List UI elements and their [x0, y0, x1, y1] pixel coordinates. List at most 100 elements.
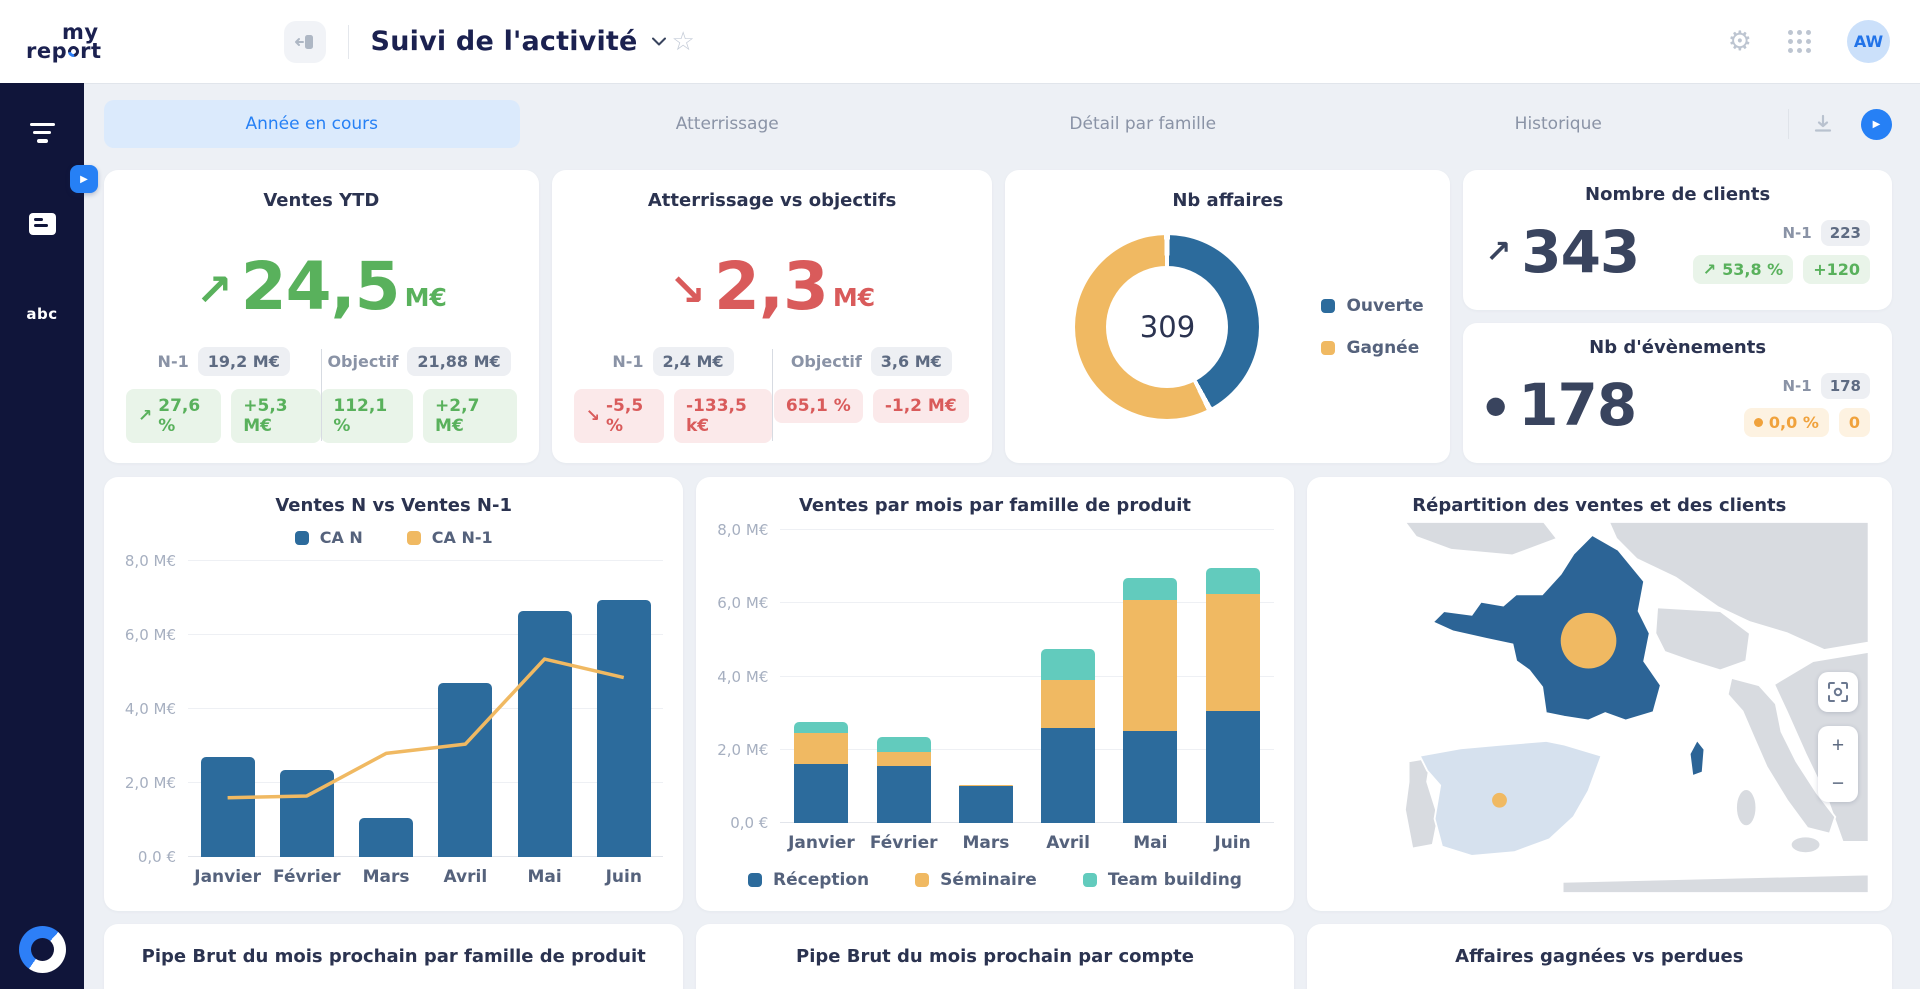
atterrissage-value: 2,3 — [713, 248, 829, 326]
stacked-bar[interactable] — [1123, 530, 1178, 823]
n1-label: N-1 — [612, 352, 644, 371]
main-content: Année en cours Atterrissage Détail par fam… — [84, 83, 1920, 989]
map-france — [1430, 533, 1662, 722]
sidebar: abc — [0, 83, 84, 989]
objectif-delta-badge: -1,2 M€ — [872, 389, 969, 423]
legend-item[interactable]: Gagnée — [1321, 338, 1423, 358]
tab-1[interactable]: Atterrissage — [675, 114, 779, 134]
clients-value: 343 — [1521, 217, 1640, 286]
bar-segment — [1123, 731, 1178, 823]
play-presentation-button[interactable]: ▶ — [1861, 108, 1892, 140]
tab-0[interactable]: Année en cours — [104, 100, 520, 148]
stacked-bar[interactable] — [1041, 530, 1096, 823]
card-title: Répartition des ventes et des clients — [1412, 495, 1787, 516]
legend-item[interactable]: Séminaire — [915, 870, 1037, 890]
legend-item[interactable]: Ouverte — [1321, 296, 1424, 316]
bar-segment — [1205, 568, 1260, 595]
comments-icon[interactable] — [28, 212, 56, 235]
abc-labels-icon[interactable]: abc — [26, 304, 58, 323]
card-title: Ventes YTD — [263, 190, 380, 211]
bar-segment — [876, 766, 931, 823]
ventes-value: 24,5 — [240, 248, 401, 326]
legend-item[interactable]: CA N — [294, 528, 363, 547]
x-label: Juin — [1214, 833, 1251, 853]
donut-total: 309 — [1139, 310, 1196, 344]
gridline — [188, 856, 664, 857]
bar[interactable] — [200, 757, 255, 857]
bar-line-plot[interactable] — [188, 560, 664, 857]
europe-map[interactable]: + − — [1327, 522, 1872, 893]
bar-segment — [1205, 594, 1260, 712]
download-icon — [1814, 114, 1832, 132]
card-title: Pipe Brut du mois prochain par compte — [796, 946, 1194, 967]
x-label: Mai — [527, 867, 562, 887]
bar[interactable] — [438, 683, 493, 857]
filter-icon[interactable] — [29, 123, 55, 143]
gridline — [780, 675, 1274, 677]
zoom-out-button[interactable]: − — [1818, 764, 1858, 802]
bar[interactable] — [359, 818, 414, 857]
n1-value-pill: 19,2 M€ — [197, 347, 290, 376]
legend-item[interactable]: Team building — [1082, 870, 1242, 890]
map-germany-benelux — [1607, 522, 1870, 651]
map-recenter-button[interactable] — [1818, 672, 1858, 712]
stacked-bar[interactable] — [794, 530, 849, 823]
card-nb-affaires: Nb affaires 309 Ouverte Gagnée — [1005, 170, 1451, 463]
focus-icon — [1828, 682, 1848, 702]
sidebar-flyout-toggle[interactable]: ▶ — [70, 165, 98, 193]
map-zoom-control: + − — [1818, 726, 1858, 802]
donut-legend: Ouverte Gagnée — [1321, 296, 1424, 358]
n1-value-pill: 223 — [1820, 219, 1870, 246]
x-label: Avril — [1046, 833, 1090, 853]
y-tick: 0,0 € — [137, 848, 176, 866]
stacked-bar[interactable] — [1205, 530, 1260, 823]
donut-ring[interactable] — [1075, 235, 1260, 419]
marker-spain — [1491, 792, 1507, 808]
collapse-sidebar-button[interactable] — [283, 20, 326, 63]
myreport-ring-logo[interactable] — [18, 926, 66, 973]
card-title: Pipe Brut du mois prochain par famille d… — [141, 946, 646, 967]
download-button[interactable] — [1811, 112, 1835, 136]
ventes-comparisons: N-1 19,2 M€ ↗ 27,6 % +5,3 M€ Objectif — [126, 347, 517, 443]
orange-dot-icon — [1753, 417, 1763, 427]
map-england — [1403, 522, 1559, 557]
y-tick: 8,0 M€ — [717, 521, 769, 539]
stacked-bar-plot[interactable] — [780, 529, 1274, 823]
trend-down-icon: ↘ — [669, 265, 706, 317]
settings-gear-icon[interactable]: ⚙ — [1727, 26, 1752, 57]
n1-value-pill: 2,4 M€ — [652, 347, 734, 376]
tab-3[interactable]: Historique — [1514, 114, 1602, 134]
legend-item[interactable]: Réception — [748, 870, 869, 890]
card-title: Atterrissage vs objectifs — [647, 190, 897, 211]
user-avatar[interactable]: AW — [1847, 20, 1890, 63]
legend-swatch — [1321, 299, 1336, 313]
tab-2[interactable]: Détail par famille — [1069, 114, 1217, 134]
card-nb-evenements: Nb d'évènements ● 178 N-1 178 — [1463, 323, 1892, 463]
favorite-star-icon[interactable]: ☆ — [671, 26, 695, 57]
atterrissage-objectif-col: Objectif 3,6 M€ 65,1 % -1,2 M€ — [772, 347, 970, 443]
myreport-logo[interactable]: my rep rt — [26, 21, 102, 61]
header-divider — [347, 24, 349, 59]
page-title: Suivi de l'activité — [370, 26, 638, 57]
stacked-bar[interactable] — [958, 530, 1013, 823]
bar[interactable] — [517, 610, 572, 857]
evenements-value: 178 — [1518, 370, 1637, 439]
bar[interactable] — [596, 599, 651, 857]
zoom-in-button[interactable]: + — [1818, 726, 1858, 764]
legend-item[interactable]: CA N-1 — [406, 528, 493, 547]
y-tick: 2,0 M€ — [124, 774, 176, 792]
card-pipe-brut-compte: Pipe Brut du mois prochain par compte — [696, 924, 1294, 989]
x-label: Mars — [962, 833, 1010, 853]
bar-segment — [794, 764, 849, 823]
y-tick: 0,0 € — [730, 814, 769, 832]
objectif-pct-badge: 65,1 % — [773, 389, 863, 423]
charts-row: Ventes N vs Ventes N-1 CA N CA N-1 0,0 € 2… — [104, 477, 1892, 911]
report-title-dropdown[interactable]: Suivi de l'activité — [371, 26, 666, 57]
legend-swatch — [294, 530, 309, 545]
map-switzerland — [1654, 606, 1751, 672]
stacked-bar[interactable] — [876, 530, 931, 823]
apps-grid-icon[interactable] — [1788, 30, 1811, 53]
bullet-icon: ● — [1485, 390, 1507, 419]
bottom-row: Pipe Brut du mois prochain par famille d… — [104, 924, 1892, 989]
